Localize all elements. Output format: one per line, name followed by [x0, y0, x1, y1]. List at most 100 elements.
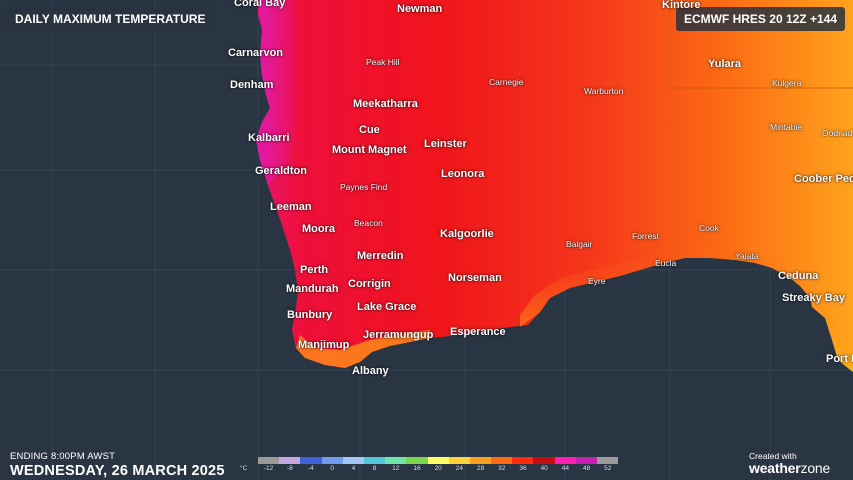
- place-label: Carnegie: [489, 77, 524, 87]
- legend-swatch: [321, 457, 343, 464]
- model-run-badge: ECMWF HRES 20 12Z +144: [675, 7, 845, 31]
- place-label: Coral Bay: [234, 0, 286, 9]
- place-label: Streaky Bay: [782, 292, 845, 304]
- legend-tick-label: 52: [604, 465, 612, 472]
- place-label: Peak Hill: [366, 57, 400, 67]
- legend-tick-label: 32: [498, 465, 506, 472]
- place-label: Yulara: [708, 58, 742, 70]
- place-label: Cook: [699, 223, 719, 233]
- legend-swatch: [363, 457, 386, 464]
- legend-tick-label: -8: [286, 465, 293, 472]
- legend-tick-label: 40: [540, 465, 548, 472]
- legend-tick-label: -12: [263, 465, 274, 472]
- place-label: Perth: [300, 264, 329, 276]
- place-label: Jerramungup: [363, 329, 434, 341]
- legend-swatch: [427, 457, 449, 464]
- place-label: Lake Grace: [357, 301, 417, 313]
- legend-swatch: [342, 457, 364, 464]
- legend-tick-label: 16: [413, 465, 421, 472]
- temperature-legend: -12 -8 -4 0 4 8 12 16 20 24 28 32 36 40 44 48 52 °C: [240, 457, 619, 475]
- legend-tick-label: 20: [434, 465, 442, 472]
- place-label: Carnarvon: [228, 47, 284, 59]
- sw-coast-heat: [296, 330, 430, 368]
- legend-swatch: [406, 457, 428, 464]
- place-label: Norseman: [448, 272, 502, 284]
- place-label: Denham: [230, 79, 274, 91]
- place-label: Mintabie: [770, 122, 803, 132]
- place-label: Ceduna: [778, 270, 819, 282]
- place-label: Paynes Find: [340, 182, 388, 192]
- created-with-text: Created with: [749, 451, 797, 461]
- legend-swatch: [385, 457, 407, 464]
- legend-swatch: [575, 457, 597, 464]
- legend-tick-label: 0: [330, 465, 334, 472]
- legend-tick-label: 8: [372, 465, 377, 472]
- place-label: Kalgoorlie: [440, 228, 494, 240]
- legend-tick-label: 48: [582, 465, 591, 472]
- legend-swatch: [448, 457, 470, 464]
- legend-swatch: [469, 457, 492, 464]
- logo-accent: zone: [800, 460, 831, 476]
- place-label: Bunbury: [287, 309, 333, 321]
- legend-swatch: [279, 457, 301, 464]
- shark-bay-inlet: [237, 72, 255, 118]
- map-title-badge: DAILY MAXIMUM TEMPERATURE: [7, 7, 214, 31]
- legend-swatch: [491, 457, 513, 464]
- place-label: Kintore: [662, 0, 701, 11]
- logo-main: weather: [749, 460, 801, 476]
- legend-tick-label: 28: [476, 465, 485, 472]
- nt-border: [669, 0, 853, 89]
- place-label: Geraldton: [255, 165, 307, 177]
- legend-tick-label: 44: [561, 465, 570, 472]
- place-label: Kulgera: [772, 78, 802, 88]
- legend-ticks: -12 -8 -4 0 4 8 12 16 20 24 28 32 36 40 44 48 52: [240, 465, 618, 475]
- legend-tick-label: -4: [308, 465, 314, 472]
- place-label: Coober Ped: [794, 173, 853, 185]
- legend-swatch: [258, 457, 280, 464]
- legend-color-bar: [258, 457, 619, 464]
- legend-swatch: [512, 457, 534, 464]
- place-label: Cue: [359, 124, 380, 136]
- place-label: Moora: [302, 223, 335, 235]
- place-label: Kalbarri: [248, 132, 290, 144]
- place-label: Esperance: [450, 326, 506, 338]
- place-label: Leeman: [270, 201, 312, 213]
- legend-unit: °C: [240, 465, 248, 472]
- legend-tick-label: 24: [455, 465, 464, 472]
- place-label: Balgair: [566, 239, 593, 249]
- forecast-period: ENDING 8:00PM AWST WEDNESDAY, 26 MARCH 2…: [10, 451, 225, 479]
- legend-swatch: [554, 457, 576, 464]
- place-label: Albany: [352, 365, 389, 377]
- place-label: Eyre: [588, 276, 606, 286]
- ending-time: ENDING 8:00PM AWST: [10, 451, 116, 462]
- legend-tick-label: 12: [392, 465, 400, 472]
- place-label: Beacon: [354, 218, 383, 228]
- place-label: Newman: [397, 3, 443, 15]
- place-label: Leonora: [441, 168, 485, 180]
- place-label: Forrest: [632, 231, 659, 241]
- place-label: Meekatharra: [353, 98, 418, 110]
- place-label: Port L: [826, 353, 853, 365]
- coastal-heat-band: [520, 248, 853, 372]
- weatherzone-branding[interactable]: Created with weatherzone: [749, 451, 830, 476]
- place-label: Mount Magnet: [332, 144, 407, 156]
- place-label: Warburton: [584, 86, 624, 96]
- place-label: Merredin: [357, 250, 404, 262]
- west-coast-hot-band: [256, 0, 300, 185]
- legend-swatch: [597, 457, 619, 464]
- australia-landmass: [256, 0, 853, 372]
- forecast-date: WEDNESDAY, 26 MARCH 2025: [10, 463, 225, 479]
- place-label: Yalata: [735, 251, 759, 261]
- legend-swatch: [533, 457, 555, 464]
- place-label: Eucla: [655, 258, 677, 268]
- place-label: Manjimup: [298, 339, 350, 351]
- place-label: Leinster: [424, 138, 467, 150]
- place-label: Mandurah: [286, 283, 339, 295]
- legend-tick-label: 4: [351, 465, 356, 472]
- place-label: Corrigin: [348, 278, 391, 290]
- legend-tick-label: 36: [519, 465, 527, 472]
- legend-swatch: [300, 457, 322, 464]
- weatherzone-logo: weatherzone: [749, 460, 830, 476]
- place-label: Oodnad: [822, 128, 853, 138]
